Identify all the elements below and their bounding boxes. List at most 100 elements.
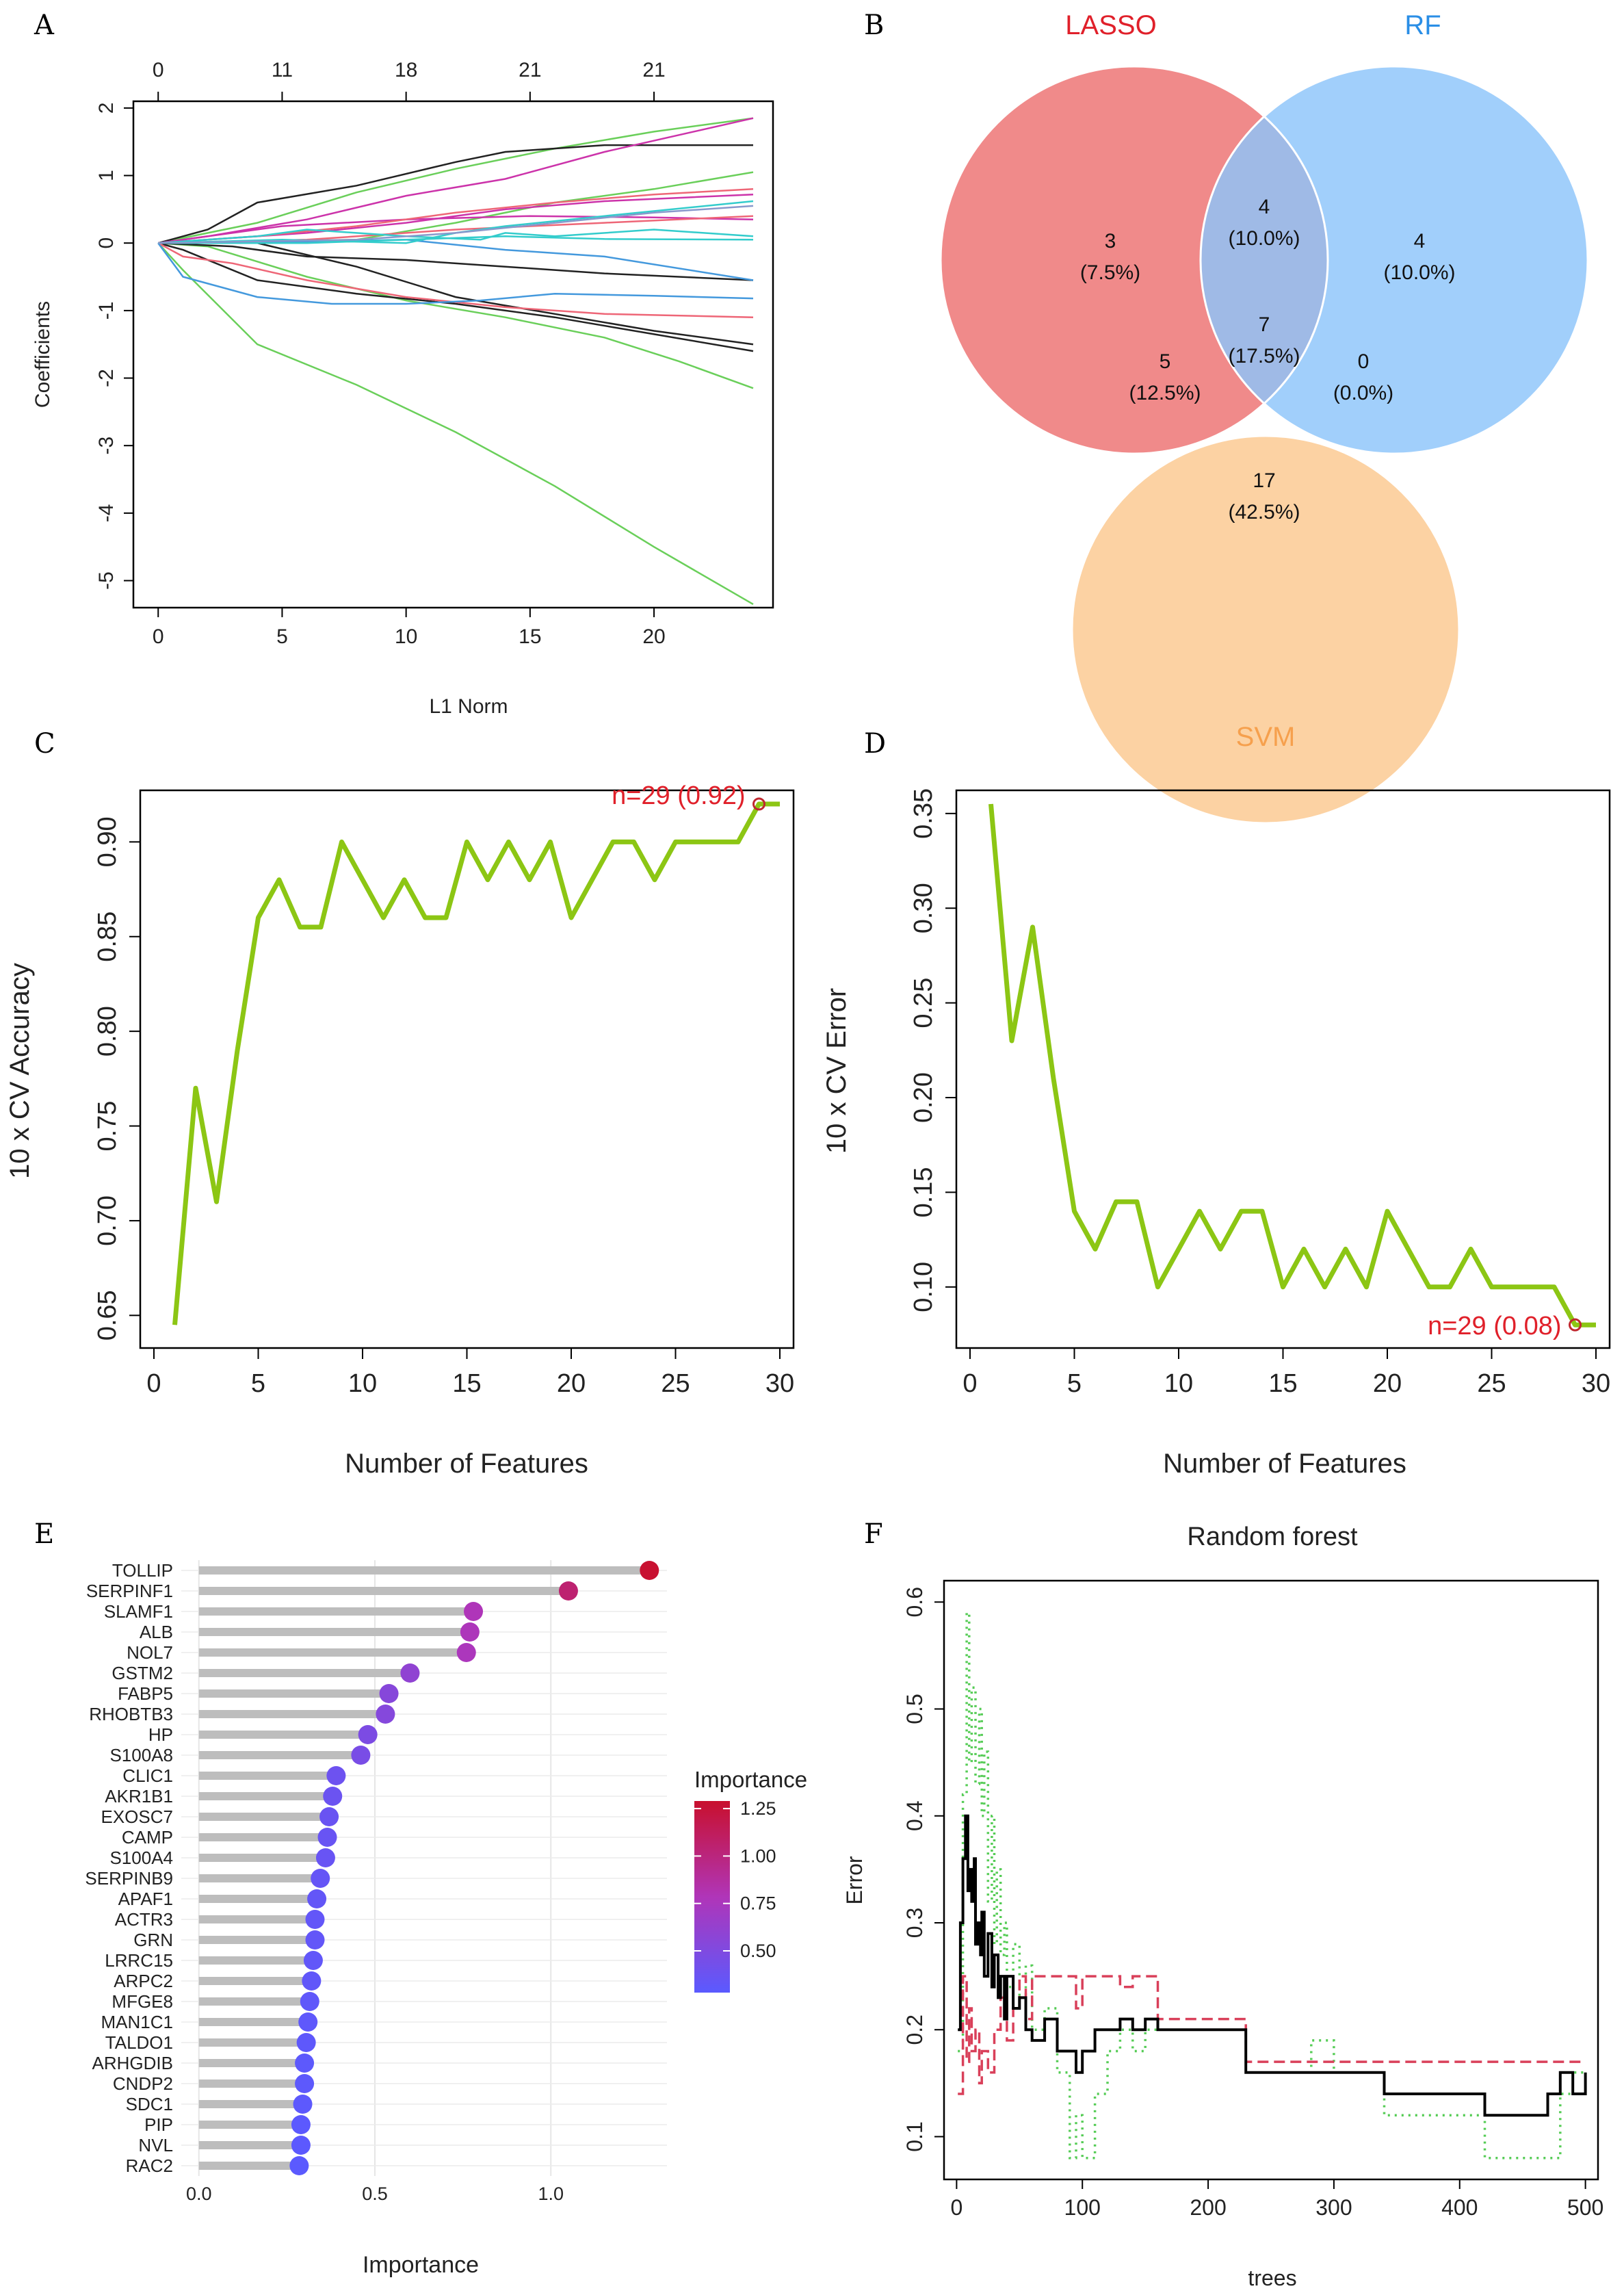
panel-e-legend-ticks: 1.25 1.00 0.75 0.50 [694,1798,776,1961]
panel-f-frame [943,1579,1599,2181]
venn-rf-circle [1199,65,1589,455]
e-label-ARPC2: ARPC2 [114,1971,173,1991]
panel-e-feature-labels: TOLLIPSERPINF1SLAMF1ALBNOL7GSTM2FABP5RHO… [85,1560,173,2176]
panel-a-frame [132,100,774,609]
a-xtick-label-4: 20 [642,625,665,648]
d-ytick-label-5: 0.35 [909,788,938,839]
e-dot-PIP [291,2115,311,2134]
e-label-CLIC1: CLIC1 [122,1765,173,1786]
e-label-SERPINB9: SERPINB9 [85,1868,173,1889]
venn-label-rf: RF [1404,10,1441,40]
e-label-TALDO1: TALDO1 [105,2032,173,2053]
f-ytick-label-0: 0.1 [902,2121,927,2151]
panel-a-letter: A [34,10,55,41]
venn-label-svm: SVM [1236,722,1296,752]
e-dot-NOL7 [456,1643,476,1662]
panel-a-y-label: Coefficients [31,301,54,408]
panel-e: E TOLLIPSERPINF1SLAMF1ALBNOL7GSTM2FABP5R… [34,1518,807,2278]
e-label-ACTR3: ACTR3 [115,1909,173,1930]
d-ytick-label-2: 0.20 [909,1072,938,1123]
coef-path-15 [158,239,754,281]
f-xtick-label-0: 0 [950,2195,962,2220]
panel-d-x-label: Number of Features [1163,1449,1406,1479]
venn-rf-only-count: 4 [1414,230,1426,252]
panel-b: B LASSO RF SVM 3 (7.5%) 4 (10.0%) 4 (10.… [864,10,1589,825]
e-dot-MAN1C1 [298,2012,318,2032]
e-dot-GRN [305,1930,325,1949]
e-dot-ARPC2 [302,1971,322,1991]
a-ytick-label-5: -3 [95,437,118,455]
coef-path-19 [158,205,754,244]
panel-f-y-ticks: 0.1 0.2 0.3 0.4 0.5 0.6 [902,1587,944,2152]
venn-svm-only-pct: (42.5%) [1228,501,1300,523]
a-toptick-label-1: 11 [272,59,293,81]
venn-label-lasso: LASSO [1065,10,1156,40]
f-error-path-red [958,1975,1586,2095]
venn-rf-only-pct: (10.0%) [1383,261,1455,284]
e-label-TOLLIP: TOLLIP [112,1560,173,1581]
venn-lasso-only-pct: (7.5%) [1080,261,1140,284]
panel-e-letter: E [34,1518,54,1550]
venn-all-count: 7 [1259,313,1270,336]
e-label-GRN: GRN [133,1930,173,1950]
e-dot-EXOSC7 [319,1807,339,1826]
e-label-AKR1B1: AKR1B1 [105,1786,173,1806]
c-xtick-label-5: 25 [661,1369,690,1398]
f-xtick-label-5: 500 [1567,2195,1603,2220]
e-dot-SDC1 [293,2095,313,2114]
e-label-S100A8: S100A8 [109,1745,173,1765]
e-label-EXOSC7: EXOSC7 [101,1806,174,1827]
e-label-PIP: PIP [144,2114,173,2135]
e-label-S100A4: S100A4 [109,1848,173,1868]
a-toptick-label-3: 21 [519,59,541,81]
f-ytick-label-3: 0.4 [902,1801,927,1831]
d-xtick-label-5: 25 [1477,1369,1506,1398]
venn-svm-circle [1071,435,1461,825]
a-ytick-label-3: -1 [95,302,118,320]
d-xtick-label-3: 15 [1268,1369,1297,1398]
panel-c-best-label: n=29 (0.92) [612,781,745,810]
e-label-CNDP2: CNDP2 [113,2073,173,2094]
venn-rf-svm-pct: (0.0%) [1333,382,1393,404]
venn-lasso-rf-pct: (10.0%) [1228,227,1300,250]
coef-path-6 [158,242,754,281]
a-xtick-label-3: 15 [519,625,541,648]
venn-lasso-only-count: 3 [1105,230,1116,252]
panel-e-dots [289,1561,659,2175]
panel-a: A 0 5 10 15 20 210-1-2-3-4-5 0 11 18 21 21 L1 No… [31,10,774,718]
c-xtick-label-2: 10 [348,1369,377,1398]
e-dot-APAF1 [307,1889,327,1908]
venn-lasso-svm-pct: (12.5%) [1129,382,1201,404]
c-ytick-label-1: 0.70 [93,1195,122,1246]
e-dot-NVL [291,2136,311,2155]
e-xtick-label-1: 0.5 [362,2184,388,2204]
coef-path-11 [157,242,754,318]
a-ytick-label-0: 2 [95,103,118,114]
c-xtick-label-0: 0 [146,1369,161,1398]
coef-path-18 [158,235,754,244]
e-dot-ACTR3 [305,1910,325,1929]
c-ytick-label-0: 0.65 [93,1290,122,1340]
e-dot-S100A4 [315,1848,335,1867]
e-label-SLAMF1: SLAMF1 [104,1601,173,1622]
panel-d-x-ticks: 0 5 10 15 20 25 30 [962,1348,1610,1398]
panel-e-x-label: Importance [363,2252,479,2278]
panel-a-y-ticks: 2 1 0 -1 -2 -3 -4 -5 [95,103,133,590]
panel-c-best-marker [752,797,765,811]
e-legend-tick-label-1: 1.00 [740,1845,776,1866]
e-dot-LRRC15 [303,1951,323,1970]
panel-d-letter: D [864,728,886,760]
coef-path-1 [158,242,754,389]
a-ytick-label-4: -2 [95,369,118,387]
d-xtick-label-4: 20 [1373,1369,1402,1398]
e-dot-RAC2 [289,2156,309,2175]
panel-a-series [157,117,754,606]
a-xtick-label-1: 5 [276,625,288,648]
e-label-ALB: ALB [140,1622,173,1642]
a-xtick-label-2: 10 [395,625,417,648]
e-dot-RHOBTB3 [376,1705,395,1724]
coef-path-14 [157,242,754,305]
e-label-GSTM2: GSTM2 [112,1663,173,1683]
panel-e-plot-area [181,1560,667,2176]
panel-f-y-label: Error [842,1856,867,1904]
